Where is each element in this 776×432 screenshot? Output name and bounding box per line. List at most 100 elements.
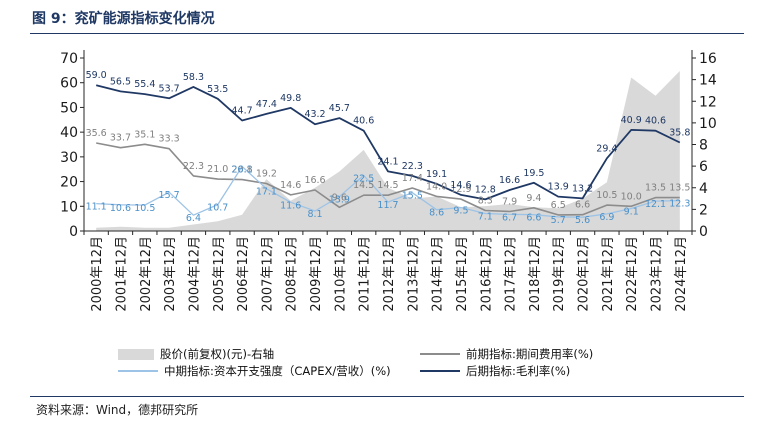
data-label-expense-ratio: 22.3: [183, 161, 204, 172]
data-label-expense-ratio: 12.9: [450, 184, 471, 195]
left-tick-label: 40: [60, 125, 78, 141]
data-label-expense-ratio: 8.3: [478, 195, 493, 206]
data-label-capex-intensity: 22.5: [353, 173, 374, 184]
data-label-expense-ratio: 35.1: [134, 129, 155, 140]
data-label-capex-intensity: 6.6: [526, 213, 541, 224]
x-tick-label: 2002年12月: [139, 236, 154, 312]
x-tick-label: 2016年12月: [479, 236, 494, 312]
right-tick-label: 2: [699, 202, 708, 218]
data-label-gross-margin: 19.1: [426, 169, 447, 180]
data-label-capex-intensity: 6.7: [502, 212, 517, 223]
legend-item-capex-intensity: 中期指标:资本开支强度（CAPEX/营收）(%): [118, 363, 391, 379]
source-note: 资料来源：Wind，德邦研究所: [36, 403, 199, 417]
chart: 0 10 20 30 40 50 60 70 0 2 4 6 8 10 12 14 16 2000年12月 2001…: [60, 50, 717, 312]
bottom-rule: [30, 396, 744, 397]
left-tick-label: 10: [60, 199, 78, 215]
data-label-gross-margin: 58.3: [183, 72, 204, 83]
data-label-capex-intensity: 12.3: [669, 199, 690, 210]
x-tick-label: 2000年12月: [90, 236, 105, 312]
data-label-gross-margin: 43.2: [304, 109, 325, 120]
legend-item-stock-price: 股价(前复权)(元)-右轴: [118, 346, 274, 362]
legend-item-expense-ratio: 前期指标:期间费用率(%): [420, 346, 593, 362]
x-tick-label: 2022年12月: [625, 236, 640, 312]
left-tick-label: 60: [60, 76, 78, 92]
x-tick-label: 2013年12月: [406, 236, 421, 312]
series-line-capex-intensity: [96, 165, 680, 218]
x-tick-label: 2004年12月: [187, 236, 202, 312]
data-label-capex-intensity: 12.1: [645, 199, 666, 210]
right-tick-label: 8: [699, 138, 708, 154]
data-label-expense-ratio: 19.2: [256, 169, 277, 180]
data-label-expense-ratio: 10.0: [621, 191, 642, 202]
left-tick-label: 20: [60, 175, 78, 191]
x-tick-label: 2001年12月: [114, 236, 129, 312]
data-label-expense-ratio: 9.6: [332, 192, 347, 203]
data-label-capex-intensity: 6.9: [599, 212, 614, 223]
x-tick-label: 2024年12月: [674, 236, 689, 312]
data-label-gross-margin: 12.8: [475, 184, 496, 195]
right-tick-label: 12: [699, 94, 717, 110]
x-tick-label: 2012年12月: [382, 236, 397, 312]
data-label-gross-margin: 53.7: [159, 83, 180, 94]
x-tick-label: 2021年12月: [601, 236, 616, 312]
legend-label: 股价(前复权)(元)-右轴: [160, 347, 275, 361]
data-label-capex-intensity: 15.5: [402, 191, 423, 202]
data-label-gross-margin: 56.5: [110, 76, 131, 87]
data-label-gross-margin: 55.4: [134, 79, 155, 90]
data-label-expense-ratio: 13.5: [669, 183, 690, 194]
left-tick-label: 70: [60, 51, 78, 67]
data-label-capex-intensity: 10.6: [110, 203, 131, 214]
data-label-expense-ratio: 14.5: [377, 180, 398, 191]
data-label-gross-margin: 49.8: [280, 93, 301, 104]
data-label-expense-ratio: 35.6: [86, 128, 107, 139]
data-label-capex-intensity: 8.6: [429, 208, 444, 219]
data-label-gross-margin: 14.6: [450, 180, 471, 191]
x-tick-label: 2009年12月: [309, 236, 324, 312]
x-tick-label: 2019年12月: [552, 236, 567, 312]
data-label-gross-margin: 22.3: [402, 161, 423, 172]
legend-label: 中期指标:资本开支强度（CAPEX/营收）(%): [164, 364, 391, 378]
data-label-gross-margin: 40.9: [621, 115, 642, 126]
data-label-expense-ratio: 33.3: [159, 134, 180, 145]
series-line-expense-ratio: [96, 142, 680, 216]
x-tick-label: 2018年12月: [528, 236, 543, 312]
left-tick-label: 50: [60, 100, 78, 116]
data-label-gross-margin: 16.6: [499, 175, 520, 186]
data-label-gross-margin: 13.2: [572, 183, 593, 194]
data-label-gross-margin: 59.0: [86, 70, 107, 81]
top-rule: [30, 33, 744, 34]
data-label-gross-margin: 44.7: [232, 106, 253, 117]
data-label-capex-intensity: 9.1: [624, 207, 639, 218]
data-label-capex-intensity: 8.1: [307, 209, 322, 220]
right-tick-label: 4: [699, 181, 708, 197]
data-label-expense-ratio: 21.0: [207, 164, 228, 175]
data-label-expense-ratio: 7.9: [502, 196, 517, 207]
data-label-gross-margin: 47.4: [256, 99, 277, 110]
data-label-gross-margin: 45.7: [329, 103, 350, 114]
data-label-capex-intensity: 6.4: [186, 213, 201, 224]
legend-line-swatch: [420, 369, 460, 373]
data-label-gross-margin: 13.9: [548, 182, 569, 193]
data-label-gross-margin: 24.1: [377, 156, 398, 167]
data-label-expense-ratio: 14.5: [353, 180, 374, 191]
data-label-gross-margin: 35.8: [669, 128, 690, 139]
data-label-capex-intensity: 11.7: [377, 200, 398, 211]
figure-title: 图 9：兖矿能源指标变化情况: [32, 11, 215, 27]
right-tick-label: 0: [699, 224, 708, 240]
data-label-gross-margin: 19.5: [523, 168, 544, 179]
data-label-gross-margin: 40.6: [353, 116, 374, 127]
x-tick-label: 2017年12月: [504, 236, 519, 312]
data-label-capex-intensity: 26.1: [232, 164, 253, 175]
right-tick-label: 14: [699, 73, 717, 89]
legend-line-swatch: [420, 353, 460, 355]
data-label-capex-intensity: 5.6: [575, 215, 590, 226]
data-label-capex-intensity: 7.1: [478, 211, 493, 222]
data-label-capex-intensity: 15.7: [159, 190, 180, 201]
legend-label: 后期指标:毛利率(%): [466, 364, 571, 378]
data-label-expense-ratio: 16.6: [304, 175, 325, 186]
right-tick-label: 16: [699, 51, 717, 67]
data-label-expense-ratio: 13.5: [645, 183, 666, 194]
data-label-capex-intensity: 10.5: [134, 203, 155, 214]
x-tick-label: 2014年12月: [431, 236, 446, 312]
data-label-expense-ratio: 14.6: [280, 180, 301, 191]
